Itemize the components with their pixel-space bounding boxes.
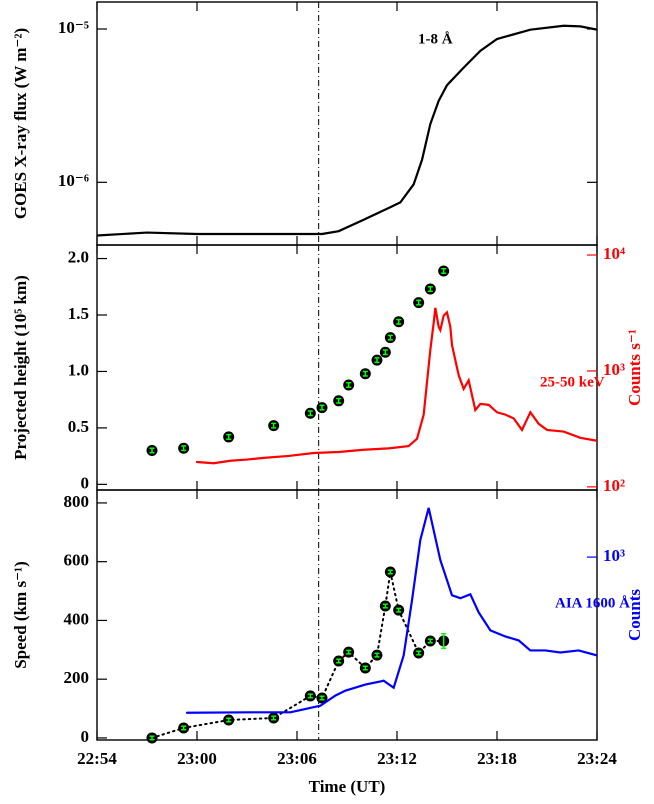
x-tick-label: 23:12 (377, 749, 417, 768)
series-label: 25-50 keV (540, 374, 605, 390)
x-tick-label: 23:06 (277, 749, 317, 768)
y2-tick-label: 10³ (603, 546, 625, 565)
y-tick-label: 200 (64, 668, 90, 687)
x-tick-label: 22:54 (77, 749, 117, 768)
panel-frame (96, 489, 598, 741)
y-axis-label: Speed (km s⁻¹) (11, 561, 30, 669)
x-tick-label: 23:18 (477, 749, 517, 768)
y-tick-label: 0 (81, 727, 90, 746)
y2-tick-label: 10² (603, 476, 625, 495)
y-tick-label: 0.5 (68, 417, 89, 436)
y2-tick-label: 10⁴ (603, 244, 625, 263)
y-tick-label: 1.0 (68, 360, 89, 379)
panel-frame (96, 1, 598, 246)
y-tick-label: 10⁻⁶ (58, 171, 89, 190)
y-tick-label: 2.0 (68, 247, 89, 266)
series-line (97, 24, 597, 237)
panel-frame (96, 244, 598, 491)
y2-axis-label: Counts (625, 589, 644, 641)
y-axis-label: GOES X-ray flux (W m⁻²) (11, 28, 30, 219)
y-tick-label: 10⁻⁵ (58, 18, 89, 37)
series-label: AIA 1600 Å (555, 595, 630, 611)
series-label: 1-8 Å (418, 31, 453, 47)
y2-axis-label: Counts s⁻¹ (625, 329, 644, 406)
series-line (195, 307, 597, 465)
series-line (185, 507, 597, 714)
y2-tick-label: 10³ (603, 360, 625, 379)
y-tick-label: 800 (64, 492, 90, 511)
x-tick-label: 23:00 (177, 749, 217, 768)
y-tick-label: 0 (81, 473, 90, 492)
y-axis-label: Projected height (10⁵ km) (11, 275, 30, 460)
y-tick-label: 1.5 (68, 304, 89, 323)
x-tick-label: 23:24 (577, 749, 617, 768)
y-tick-label: 400 (64, 609, 90, 628)
x-axis-label: Time (UT) (309, 777, 386, 796)
series-line (151, 571, 445, 739)
y-tick-label: 600 (64, 551, 90, 570)
